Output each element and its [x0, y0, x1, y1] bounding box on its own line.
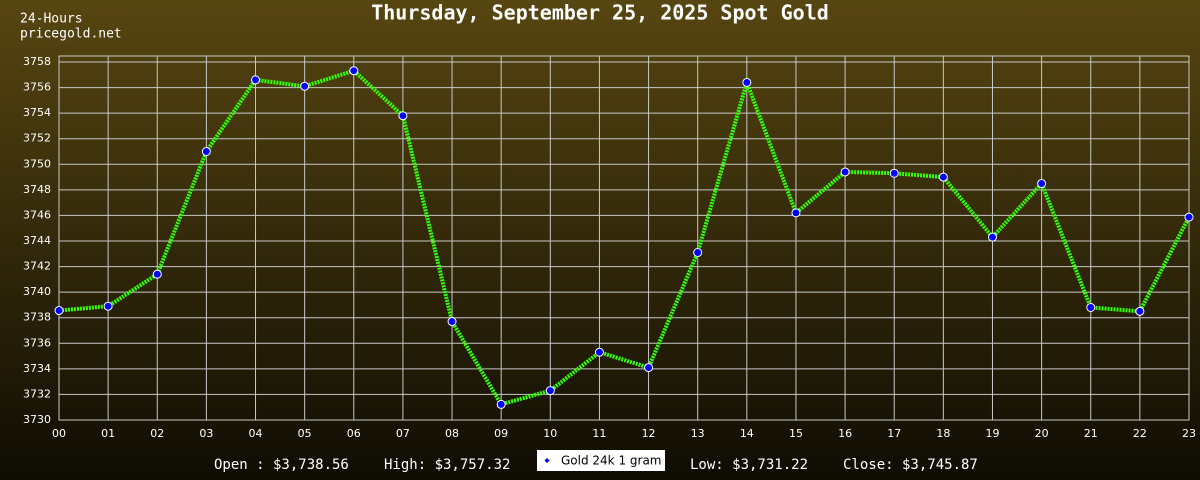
- y-tick-label: 3750: [23, 157, 51, 170]
- x-tick-label: 17: [887, 427, 901, 440]
- legend-label: Gold 24k 1 gram: [561, 454, 661, 468]
- x-tick-label: 03: [199, 427, 213, 440]
- point: [644, 363, 654, 373]
- x-tick-label: 16: [838, 427, 852, 440]
- y-tick-label: 3738: [23, 311, 51, 324]
- x-tick-label: 22: [1133, 427, 1147, 440]
- y-tick-label: 3732: [23, 387, 51, 400]
- x-tick-label: 20: [1035, 427, 1049, 440]
- y-tick-label: 3742: [23, 260, 51, 273]
- y-tick-label: 3746: [23, 208, 51, 221]
- point: [545, 386, 555, 396]
- x-tick-label: 11: [592, 427, 606, 440]
- point: [1184, 212, 1194, 222]
- y-tick-label: 3736: [23, 336, 51, 349]
- y-tick-label: 3740: [23, 285, 51, 298]
- line: [58, 68, 1191, 407]
- stat: High: $3,757.32: [384, 457, 510, 473]
- point: [349, 66, 359, 76]
- y-tick-label: 3744: [23, 234, 51, 247]
- point: [1086, 302, 1096, 312]
- point: [840, 167, 850, 177]
- y-tick-label: 3730: [23, 413, 51, 426]
- point: [938, 172, 948, 182]
- x-tick-label: 07: [396, 427, 410, 440]
- point: [103, 301, 113, 311]
- x-tick-label: 18: [936, 427, 950, 440]
- plot-area: 3730 3732 3734 3736 3738 3740 3742 3744 3746 3748…: [23, 55, 1196, 440]
- point: [1135, 306, 1145, 316]
- y-tick-label: 3734: [23, 362, 51, 375]
- point: [251, 75, 261, 85]
- x-tick-label: 08: [445, 427, 459, 440]
- x-tick-label: 21: [1084, 427, 1098, 440]
- x-tick-label: 04: [249, 427, 263, 440]
- point: [791, 208, 801, 218]
- y-tick-label: 3748: [23, 183, 51, 196]
- x-tick-label: 05: [298, 427, 312, 440]
- x-tick-label: 23: [1182, 427, 1196, 440]
- point: [889, 168, 899, 178]
- x-tick-label: 12: [642, 427, 656, 440]
- point: [398, 111, 408, 121]
- x-tick-label: 19: [985, 427, 999, 440]
- y-tick-label: 3752: [23, 132, 51, 145]
- point: [594, 347, 604, 357]
- x-tick-label: 06: [347, 427, 361, 440]
- stat: Low: $3,731.22: [690, 457, 808, 473]
- x-tick-label: 14: [740, 427, 754, 440]
- x-tick-label: 13: [691, 427, 705, 440]
- stat: Open : $3,738.56: [214, 457, 349, 473]
- point: [742, 77, 752, 87]
- legend-marker: [544, 458, 550, 463]
- x-tick-label: 02: [150, 427, 164, 440]
- y-tick-label: 3754: [23, 106, 51, 119]
- point: [447, 317, 457, 327]
- point: [152, 269, 162, 279]
- x-tick-label: 15: [789, 427, 803, 440]
- x-tick-label: 10: [543, 427, 557, 440]
- point: [300, 81, 310, 91]
- corner-text: 24-Hours: [20, 12, 83, 27]
- stat: Close: $3,745.87: [843, 457, 978, 473]
- x-tick-label: 09: [494, 427, 508, 440]
- point: [987, 232, 997, 242]
- y-tick-label: 3758: [23, 55, 51, 68]
- point: [201, 147, 211, 156]
- x-tick-label: 00: [52, 427, 66, 440]
- point: [496, 399, 506, 409]
- x-tick-label: 01: [101, 427, 115, 440]
- y-tick-label: 3756: [23, 81, 51, 94]
- plot-border: [58, 55, 1190, 421]
- legend: [537, 450, 665, 471]
- point: [1037, 178, 1047, 188]
- point: [693, 248, 703, 258]
- point: [54, 306, 64, 316]
- corner-text: pricegold.net: [20, 27, 122, 42]
- chart-title: Thursday, September 25, 2025 Spot Gold: [371, 1, 829, 25]
